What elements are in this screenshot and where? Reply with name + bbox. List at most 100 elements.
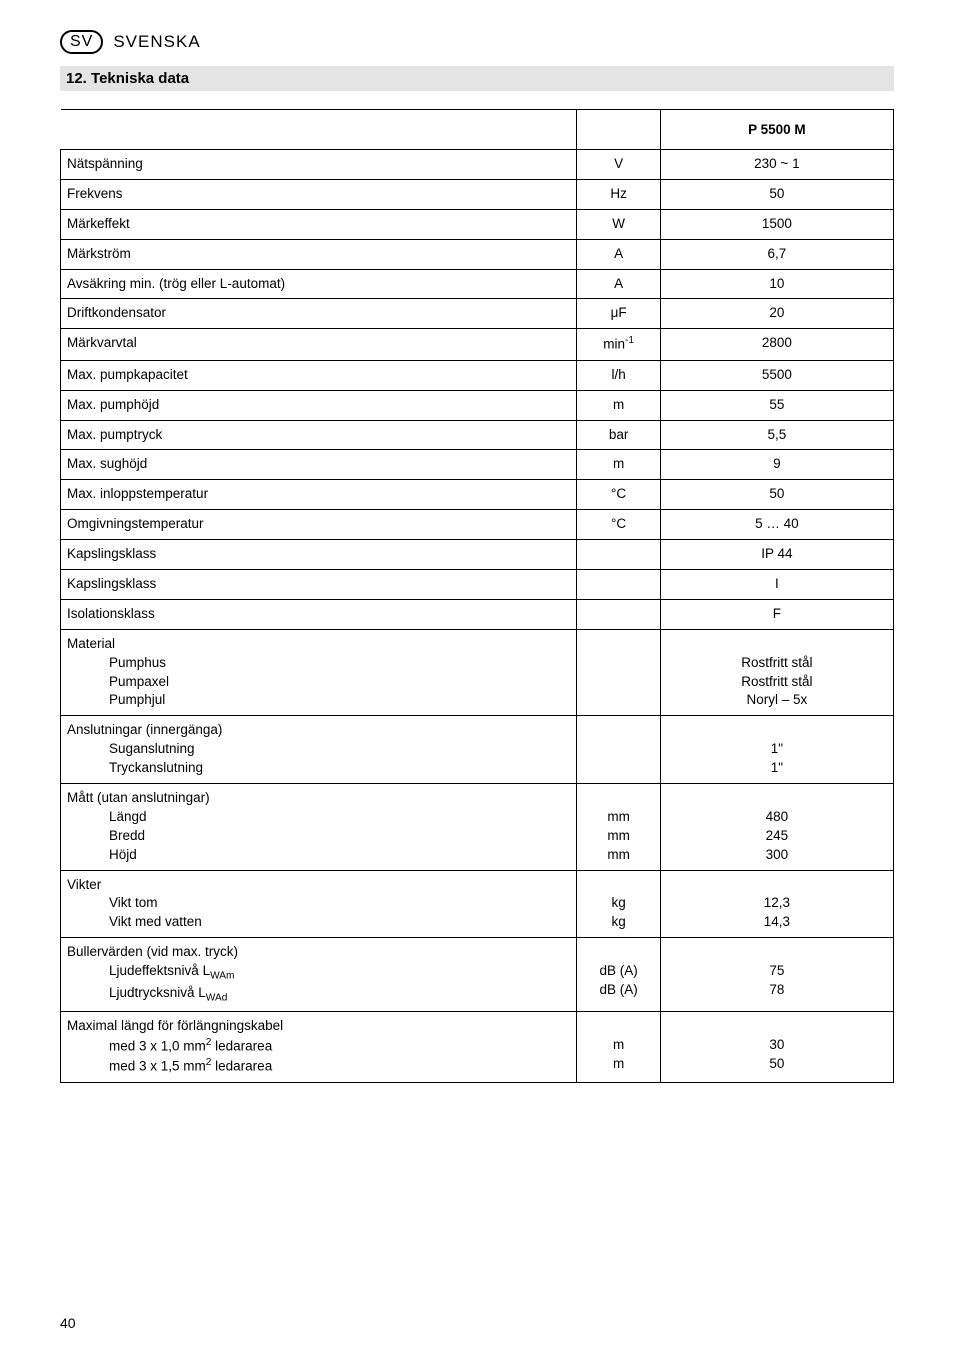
row-label: Max. pumpkapacitet xyxy=(61,360,577,390)
row-value: 230 ~ 1 xyxy=(660,150,893,180)
row-label: Anslutningar (innergänga)SuganslutningTr… xyxy=(61,716,577,784)
table-row: FrekvensHz50 xyxy=(61,179,894,209)
row-unit xyxy=(577,540,660,570)
table-row: Märkvarvtalmin-12800 xyxy=(61,329,894,360)
table-row: Anslutningar (innergänga)SuganslutningTr… xyxy=(61,716,894,784)
row-label: Märkeffekt xyxy=(61,209,577,239)
row-value: 55 xyxy=(660,390,893,420)
row-value: 1500 xyxy=(660,209,893,239)
row-value: 50 xyxy=(660,179,893,209)
row-unit: m xyxy=(577,450,660,480)
row-label: Kapslingsklass xyxy=(61,540,577,570)
table-row: Mått (utan anslutningar)LängdBreddHöjdmm… xyxy=(61,783,894,870)
page-number: 40 xyxy=(60,1315,76,1331)
table-row: NätspänningV230 ~ 1 xyxy=(61,150,894,180)
row-unit xyxy=(577,599,660,629)
table-row: Omgivningstemperatur°C5 … 40 xyxy=(61,510,894,540)
row-label: Max. pumphöjd xyxy=(61,390,577,420)
row-label: Kapslingsklass xyxy=(61,569,577,599)
row-value: I xyxy=(660,569,893,599)
row-label: MaterialPumphusPumpaxelPumphjul xyxy=(61,629,577,716)
row-unit: A xyxy=(577,269,660,299)
row-value: 5,5 xyxy=(660,420,893,450)
row-label: Märkvarvtal xyxy=(61,329,577,360)
row-label: Mått (utan anslutningar)LängdBreddHöjd xyxy=(61,783,577,870)
row-value: 7578 xyxy=(660,938,893,1012)
row-unit: l/h xyxy=(577,360,660,390)
row-unit: V xyxy=(577,150,660,180)
row-label: Märkström xyxy=(61,239,577,269)
row-value: 1"1" xyxy=(660,716,893,784)
row-unit: m xyxy=(577,390,660,420)
row-label: Nätspänning xyxy=(61,150,577,180)
row-label: Frekvens xyxy=(61,179,577,209)
row-unit: min-1 xyxy=(577,329,660,360)
row-value: F xyxy=(660,599,893,629)
row-label: Omgivningstemperatur xyxy=(61,510,577,540)
row-label: Avsäkring min. (trög eller L-automat) xyxy=(61,269,577,299)
row-unit: dB (A)dB (A) xyxy=(577,938,660,1012)
table-row: MärkströmA6,7 xyxy=(61,239,894,269)
section-number: 12. xyxy=(66,70,87,87)
language-name: SVENSKA xyxy=(113,32,200,52)
section-title-text: Tekniska data xyxy=(91,70,189,87)
table-row: Avsäkring min. (trög eller L-automat)A10 xyxy=(61,269,894,299)
row-value: 12,314,3 xyxy=(660,870,893,938)
row-unit: A xyxy=(577,239,660,269)
row-value: 20 xyxy=(660,299,893,329)
table-row: Bullervärden (vid max. tryck)Ljudeffekts… xyxy=(61,938,894,1012)
row-unit: °C xyxy=(577,510,660,540)
row-value: 10 xyxy=(660,269,893,299)
row-label: Bullervärden (vid max. tryck)Ljudeffekts… xyxy=(61,938,577,1012)
row-unit: kgkg xyxy=(577,870,660,938)
row-label: Isolationsklass xyxy=(61,599,577,629)
row-unit: mmmmmm xyxy=(577,783,660,870)
table-row: Max. sughöjdm9 xyxy=(61,450,894,480)
row-value: 5500 xyxy=(660,360,893,390)
row-label: Maximal längd för förlängningskabelmed 3… xyxy=(61,1011,577,1082)
table-row: Max. pumpkapacitetl/h5500 xyxy=(61,360,894,390)
table-row: MärkeffektW1500 xyxy=(61,209,894,239)
document-header: SV SVENSKA xyxy=(60,30,894,54)
row-value: 9 xyxy=(660,450,893,480)
row-unit: mm xyxy=(577,1011,660,1082)
row-unit xyxy=(577,569,660,599)
table-row: VikterVikt tomVikt med vattenkgkg12,314,… xyxy=(61,870,894,938)
section-heading: 12. Tekniska data xyxy=(60,66,894,91)
row-label: Max. pumptryck xyxy=(61,420,577,450)
table-row: Max. pumphöjdm55 xyxy=(61,390,894,420)
row-unit: Hz xyxy=(577,179,660,209)
header-label-cell xyxy=(61,110,577,150)
table-row: DriftkondensatorμF20 xyxy=(61,299,894,329)
row-unit xyxy=(577,629,660,716)
table-row: Kapslingsklass IP 44 xyxy=(61,540,894,570)
header-unit-cell xyxy=(577,110,660,150)
table-row: Isolationsklass F xyxy=(61,599,894,629)
row-value: 6,7 xyxy=(660,239,893,269)
row-label: VikterVikt tomVikt med vatten xyxy=(61,870,577,938)
row-unit: W xyxy=(577,209,660,239)
row-unit: °C xyxy=(577,480,660,510)
row-unit xyxy=(577,716,660,784)
row-unit: bar xyxy=(577,420,660,450)
spec-table: P 5500 M NätspänningV230 ~ 1FrekvensHz50… xyxy=(60,109,894,1083)
row-value: 480245300 xyxy=(660,783,893,870)
table-row: MaterialPumphusPumpaxelPumphjul Rostfritt… xyxy=(61,629,894,716)
row-value: 50 xyxy=(660,480,893,510)
row-label: Max. sughöjd xyxy=(61,450,577,480)
language-code-badge: SV xyxy=(60,30,103,54)
row-value: 3050 xyxy=(660,1011,893,1082)
row-value: Rostfritt stålRostfritt stålNoryl – 5x xyxy=(660,629,893,716)
table-row: Maximal längd för förlängningskabelmed 3… xyxy=(61,1011,894,1082)
table-row: Max. pumptryckbar5,5 xyxy=(61,420,894,450)
row-value: IP 44 xyxy=(660,540,893,570)
table-row: Kapslingsklass I xyxy=(61,569,894,599)
table-row: Max. inloppstemperatur°C50 xyxy=(61,480,894,510)
header-model-cell: P 5500 M xyxy=(660,110,893,150)
table-header-row: P 5500 M xyxy=(61,110,894,150)
row-label: Max. inloppstemperatur xyxy=(61,480,577,510)
row-value: 2800 xyxy=(660,329,893,360)
row-label: Driftkondensator xyxy=(61,299,577,329)
row-unit: μF xyxy=(577,299,660,329)
row-value: 5 … 40 xyxy=(660,510,893,540)
